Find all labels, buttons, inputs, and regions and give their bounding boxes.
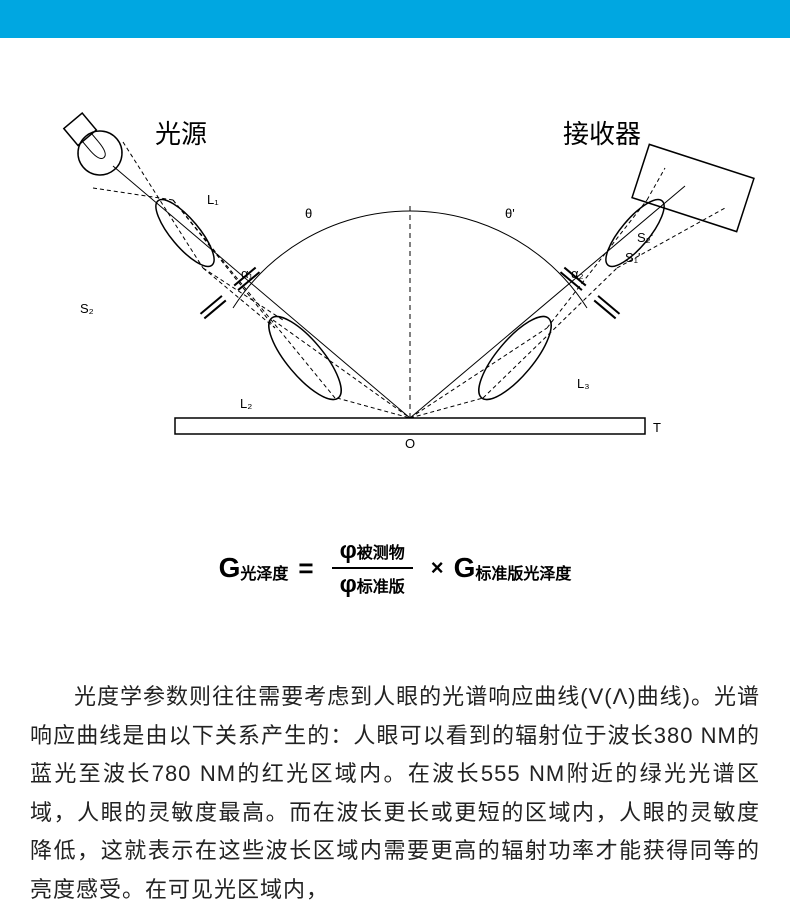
label-thetap: θ' [505,206,515,221]
body-paragraph: 光度学参数则往往需要考虑到人眼的光谱响应曲线(V(Λ)曲线)。光谱响应曲线是由以… [0,628,790,909]
label-S2: S₂ [80,301,94,316]
label-theta: θ [305,206,312,221]
formula-G2-sub: 标准版光泽度 [475,560,571,584]
label-T: T [653,420,661,435]
label-L1: L₁ [207,192,219,207]
label-a1: α₁ [241,266,254,281]
label-O: O [405,436,415,451]
label-L2: L₂ [240,396,252,411]
label-receiver: 接收器 [563,119,641,149]
optics-diagram: O T L₁ S₂ α₁ [0,38,790,468]
formula-fraction: φ被测物 φ标准版 [332,535,413,601]
label-source: 光源 [155,119,207,149]
formula-G-sub: 光泽度 [240,560,288,584]
formula-eq: = [298,553,313,584]
formula-G2: G [454,552,476,584]
formula-mult: × [431,555,444,581]
gloss-formula: G 光泽度 = φ被测物 φ标准版 × G 标准版光泽度 [0,508,790,628]
header-bar [0,0,790,38]
formula-G: G [219,552,241,584]
label-S1p: S₁' [625,250,641,265]
label-L3: L₃ [577,376,590,391]
paragraph-text: 光度学参数则往往需要考虑到人眼的光谱响应曲线(V(Λ)曲线)。光谱响应曲线是由以… [30,678,760,909]
